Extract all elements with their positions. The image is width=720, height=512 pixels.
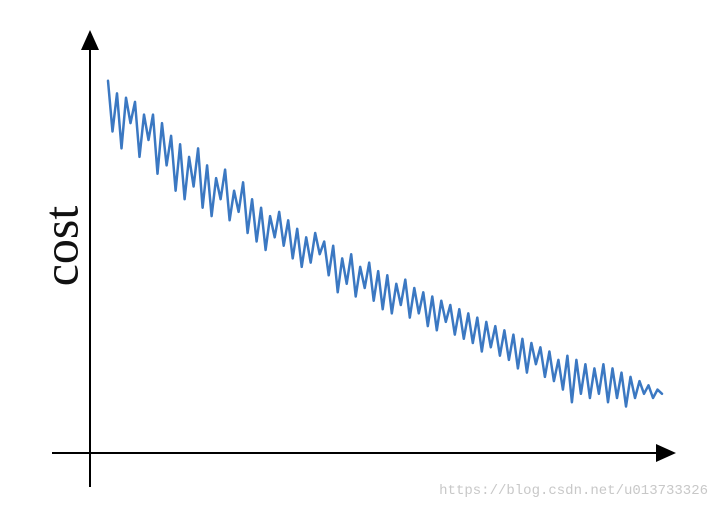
watermark: https://blog.csdn.net/u013733326 (439, 483, 708, 499)
y-axis-arrow (81, 30, 99, 50)
y-axis-label: cost (32, 206, 88, 287)
x-axis-arrow (656, 444, 676, 462)
cost-line (106, 79, 664, 408)
